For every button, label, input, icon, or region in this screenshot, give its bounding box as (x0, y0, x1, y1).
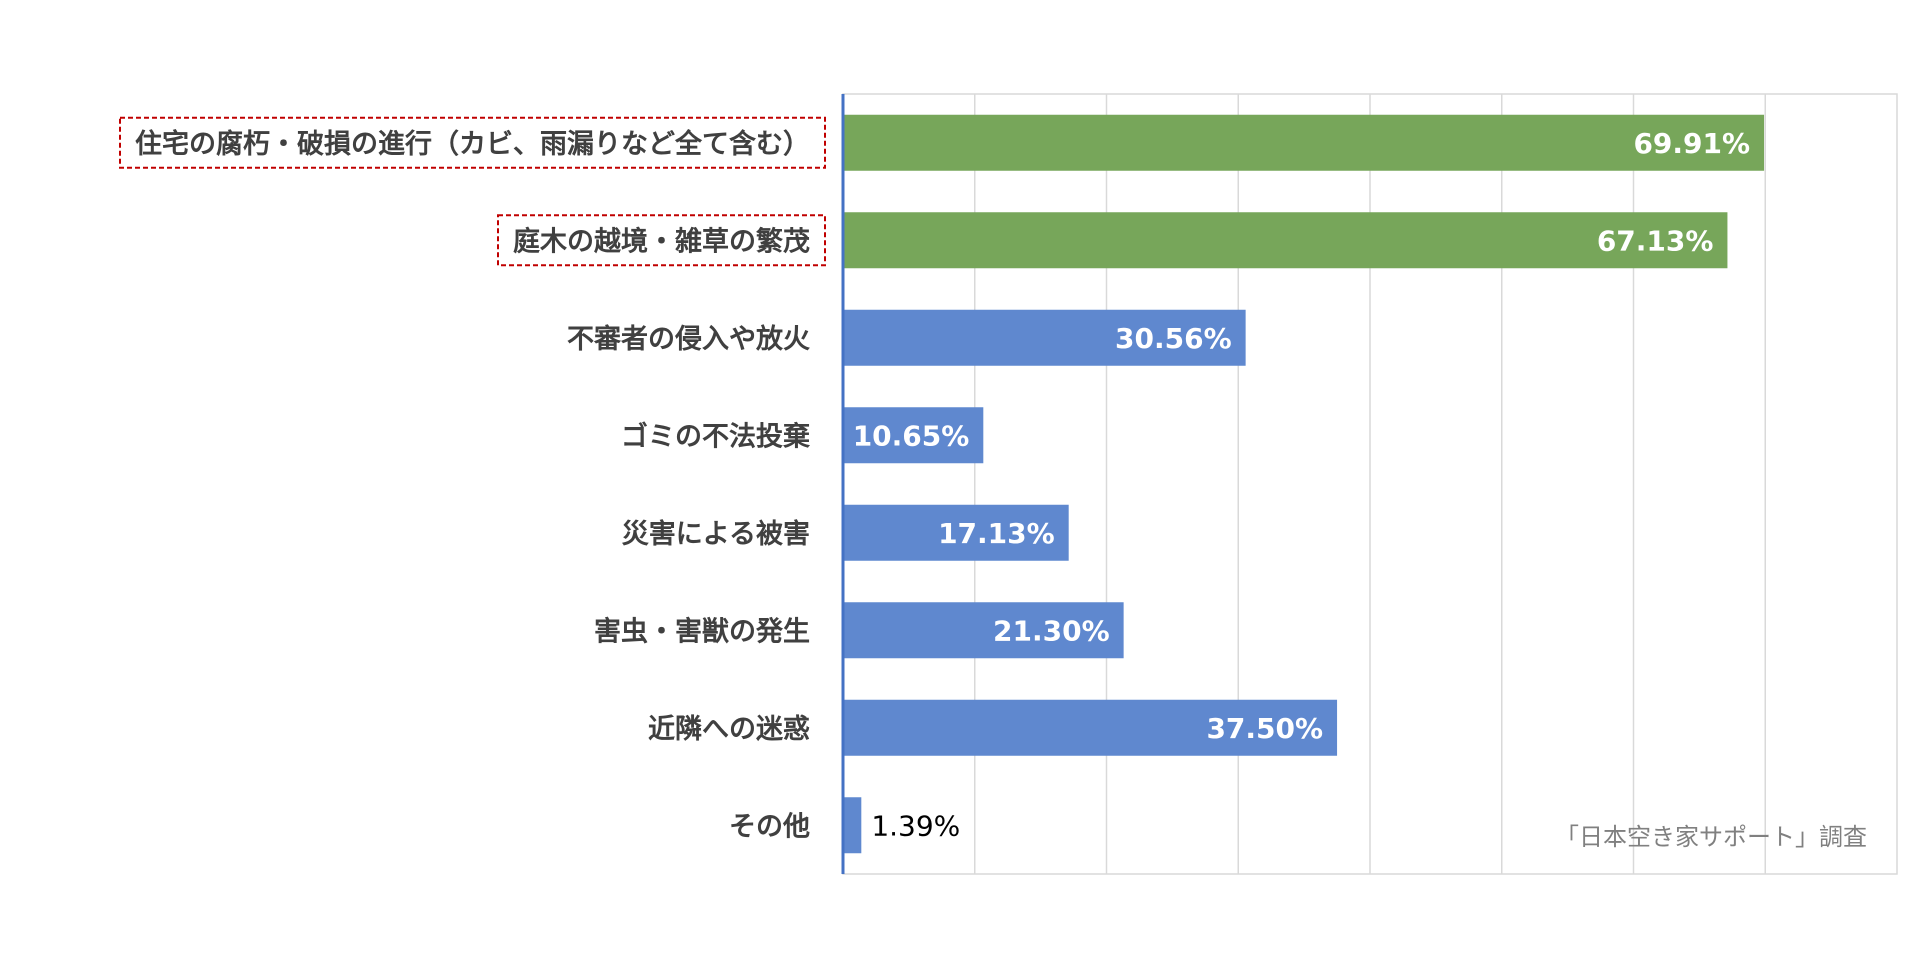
value-label: 10.65% (853, 419, 970, 452)
source-note: 「日本空き家サポート」調査 (1555, 823, 1867, 851)
category-label: 不審者の侵入や放火 (567, 323, 810, 355)
highlight-box (497, 214, 826, 267)
value-label: 37.50% (1206, 712, 1323, 745)
category-label: 近隣への迷惑 (648, 714, 810, 745)
value-labels: 69.91% 67.13% 30.56% 10.65% 17.13% 21.30% 37.5… (853, 127, 1750, 843)
value-label: 67.13% (1597, 224, 1714, 257)
category-label: その他 (729, 811, 810, 842)
bar (843, 212, 1728, 269)
bar (843, 309, 1246, 366)
value-label: 1.39% (871, 809, 960, 842)
category-label: ゴミの不法投棄 (621, 420, 811, 452)
value-label: 30.56% (1115, 322, 1232, 355)
value-label: 69.91% (1633, 127, 1750, 160)
category-label: 災害による被害 (622, 518, 810, 550)
value-label: 17.13% (938, 517, 1055, 550)
category-label: 庭木の越境・雑草の繁茂 (513, 225, 810, 257)
bar (843, 114, 1765, 171)
bar (843, 407, 984, 464)
category-label: 害虫・害獣の発生 (594, 615, 810, 647)
bar (843, 602, 1124, 659)
bar (843, 699, 1338, 756)
highlight-box (119, 116, 826, 169)
category-label: 住宅の腐朽・破損の進行（カビ、雨漏りなど全て含む） (135, 128, 810, 160)
bar (843, 797, 862, 854)
category-labels: 住宅の腐朽・破損の進行（カビ、雨漏りなど全て含む） 庭木の越境・雑草の繁茂不審者の… (119, 116, 826, 842)
value-label: 21.30% (993, 614, 1110, 647)
grid-lines (842, 93, 1898, 875)
bar (843, 504, 1069, 561)
bars (841, 94, 1765, 874)
